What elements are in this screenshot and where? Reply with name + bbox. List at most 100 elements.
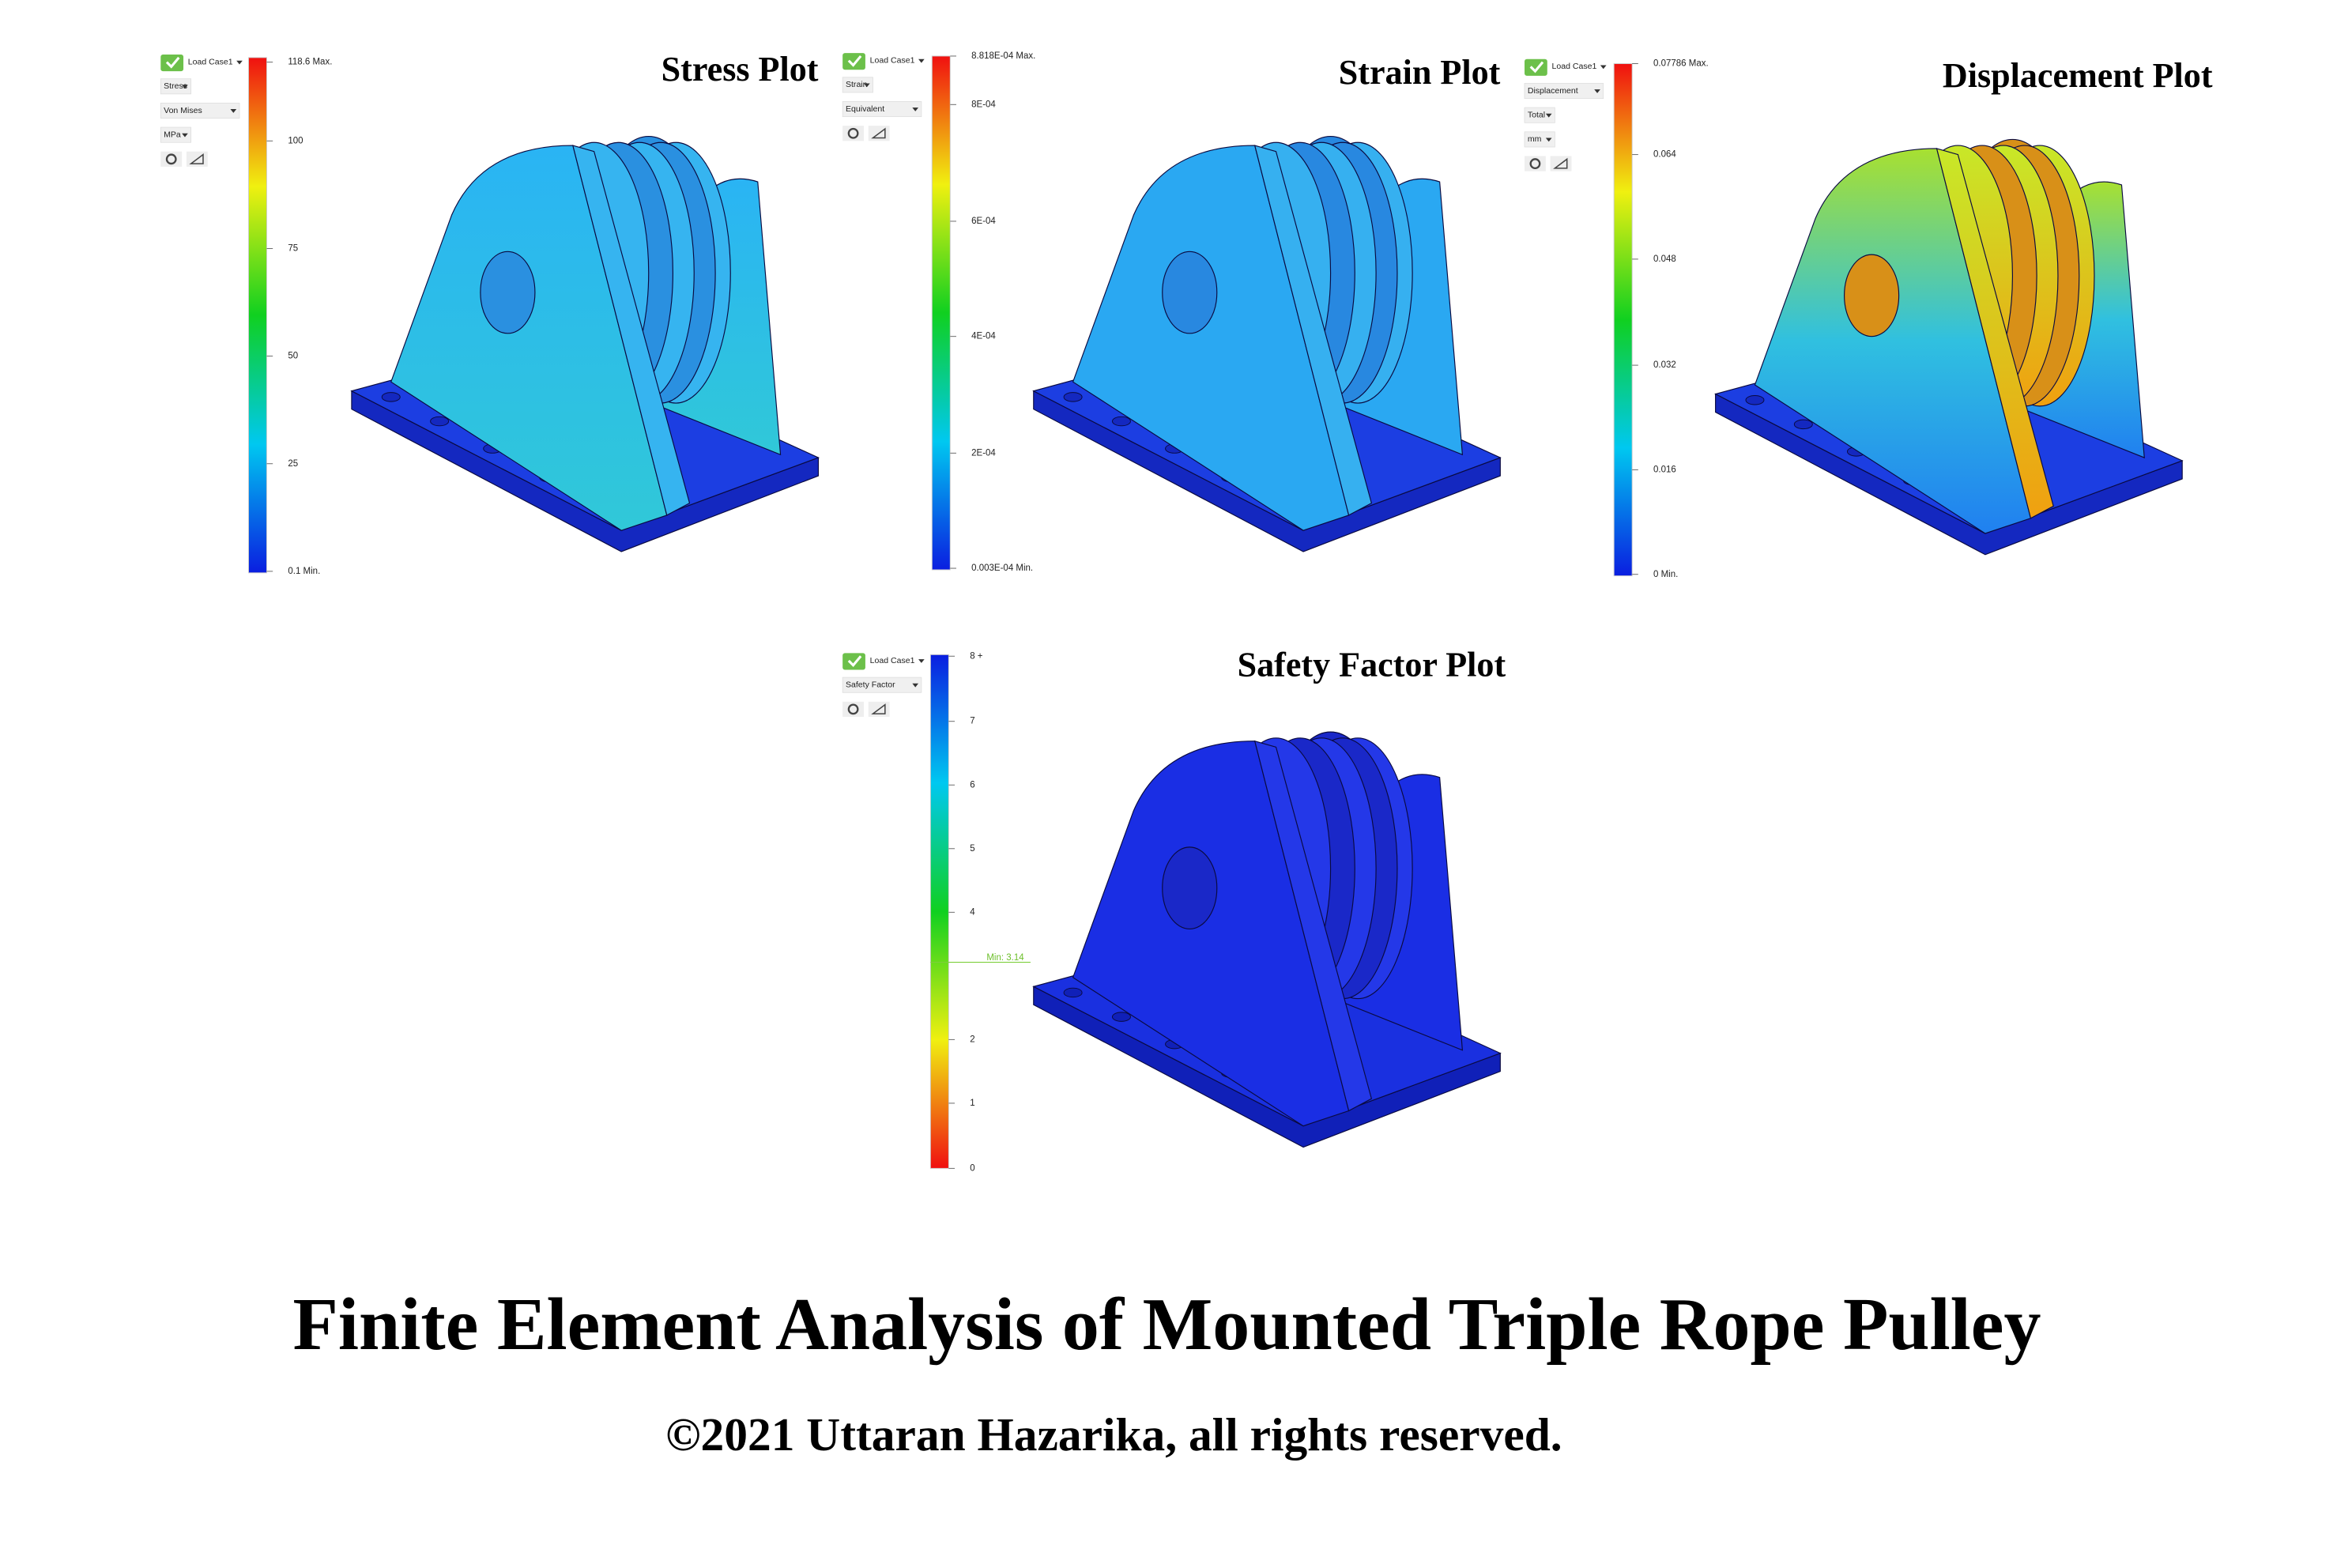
- color-bar: [248, 57, 268, 574]
- check-box: [1525, 58, 1547, 76]
- copyright: ©2021 Uttaran Hazarika, all rights reser…: [665, 1408, 1562, 1461]
- bolt-hole: [1793, 419, 1813, 430]
- legend-label: 2: [970, 1035, 974, 1044]
- bolt-hole: [1745, 394, 1765, 405]
- legend-label: 2E-04: [971, 448, 996, 458]
- legend-label: 118.6 Max.: [288, 58, 332, 67]
- color-bar: [931, 55, 951, 571]
- support-edge: [1253, 145, 1373, 516]
- legend-label: 5: [970, 844, 974, 854]
- dropdown[interactable]: [160, 78, 192, 95]
- check-box: [160, 55, 184, 72]
- legend-label: 7: [970, 717, 974, 726]
- pulley-model: [1032, 731, 1502, 1148]
- dropdown[interactable]: [1524, 131, 1555, 148]
- check-box: [842, 653, 865, 670]
- probe-icon: [871, 703, 886, 714]
- probe-icon: [189, 153, 204, 164]
- legend-label: 8.818E-04 Max.: [971, 51, 1035, 61]
- probe-icon: [1553, 157, 1568, 169]
- main-title: Finite Element Analysis of Mounted Tripl…: [293, 1283, 2041, 1366]
- check-mark: [1529, 61, 1544, 74]
- legend-label: 8 +: [970, 651, 983, 661]
- color-bar: [1613, 63, 1633, 577]
- dropdown-arrow: [918, 659, 925, 663]
- dropdown-label: mm: [1528, 134, 1542, 144]
- support-edge: [1253, 740, 1373, 1112]
- legend-label: 50: [288, 352, 298, 361]
- gear-icon: [847, 127, 859, 139]
- dropdown[interactable]: [842, 677, 922, 693]
- dropdown-label: Total: [1528, 111, 1545, 120]
- dropdown-label: Equivalent: [846, 104, 884, 114]
- support-edge: [572, 145, 691, 516]
- legend-label: 0 Min.: [1653, 570, 1678, 579]
- panel-title: Displacement Plot: [1943, 56, 2213, 95]
- check-box: [842, 53, 865, 70]
- panel-title: Stress Plot: [662, 50, 819, 89]
- legend-label: 0.003E-04 Min.: [971, 564, 1033, 573]
- legend-label: 0.064: [1653, 150, 1676, 160]
- axle-hole: [1162, 846, 1218, 929]
- pulley-model: [350, 135, 820, 552]
- settings-button[interactable]: [160, 151, 183, 167]
- dropdown-arrow: [1545, 138, 1552, 142]
- legend-label: 0.032: [1653, 360, 1676, 370]
- dropdown[interactable]: [160, 126, 192, 143]
- dropdown-label: Stress: [164, 81, 187, 91]
- dropdown-arrow: [864, 83, 870, 88]
- support-edge: [1936, 148, 2054, 519]
- gear-icon: [1529, 158, 1541, 169]
- settings-button[interactable]: [842, 126, 865, 141]
- probe-icon: [871, 127, 886, 139]
- check-mark: [847, 55, 862, 67]
- load-case-label: Load Case1: [1552, 62, 1597, 71]
- bolt-hole: [430, 416, 450, 427]
- axle-hole: [480, 251, 536, 334]
- dropdown[interactable]: [1524, 107, 1555, 123]
- legend-label: 75: [288, 243, 298, 253]
- legend-label: 0.07786 Max.: [1653, 59, 1709, 69]
- legend-label: 1: [970, 1099, 974, 1108]
- min-marker-label: Min: 3.14: [986, 953, 1024, 963]
- dropdown-arrow: [236, 60, 243, 65]
- dropdown-arrow: [1600, 65, 1607, 70]
- dropdown-arrow: [1594, 89, 1600, 93]
- legend-label: 0.016: [1653, 465, 1676, 474]
- settings-button[interactable]: [842, 701, 865, 717]
- dropdown-arrow: [230, 109, 237, 113]
- dropdown-label: Displacement: [1528, 86, 1578, 96]
- gear-icon: [165, 153, 177, 165]
- bolt-hole: [1063, 987, 1083, 998]
- dropdown-label: Strain: [846, 80, 868, 89]
- load-case-label: Load Case1: [870, 656, 915, 665]
- legend-label: 6: [970, 780, 974, 790]
- dropdown-label: Von Mises: [164, 106, 202, 115]
- pulley-model: [1714, 138, 2184, 556]
- legend-label: 0.1 Min.: [288, 567, 320, 576]
- legend-label: 6E-04: [971, 217, 996, 226]
- dropdown[interactable]: [1524, 83, 1604, 100]
- legend-label: 25: [288, 459, 298, 469]
- dropdown[interactable]: [842, 101, 922, 118]
- dropdown-arrow: [182, 133, 188, 138]
- dropdown-arrow: [1545, 113, 1552, 118]
- dropdown[interactable]: [842, 77, 873, 93]
- bolt-hole: [381, 392, 401, 402]
- check-mark: [847, 655, 862, 668]
- legend-label: 4E-04: [971, 332, 996, 341]
- check-mark: [165, 56, 180, 69]
- legend-label: 8E-04: [971, 100, 996, 109]
- bolt-hole: [1111, 416, 1131, 427]
- panel-title: Safety Factor Plot: [1238, 646, 1506, 684]
- settings-button[interactable]: [1525, 156, 1546, 172]
- legend-label: 0.048: [1653, 254, 1676, 264]
- bolt-hole: [1063, 392, 1083, 402]
- dropdown[interactable]: [160, 103, 240, 119]
- legend-label: 4: [970, 907, 975, 917]
- legend-label: 100: [288, 136, 303, 145]
- panel-title: Strain Plot: [1339, 53, 1501, 92]
- dropdown-label: MPa: [164, 130, 181, 139]
- legend-label: 0: [970, 1163, 974, 1173]
